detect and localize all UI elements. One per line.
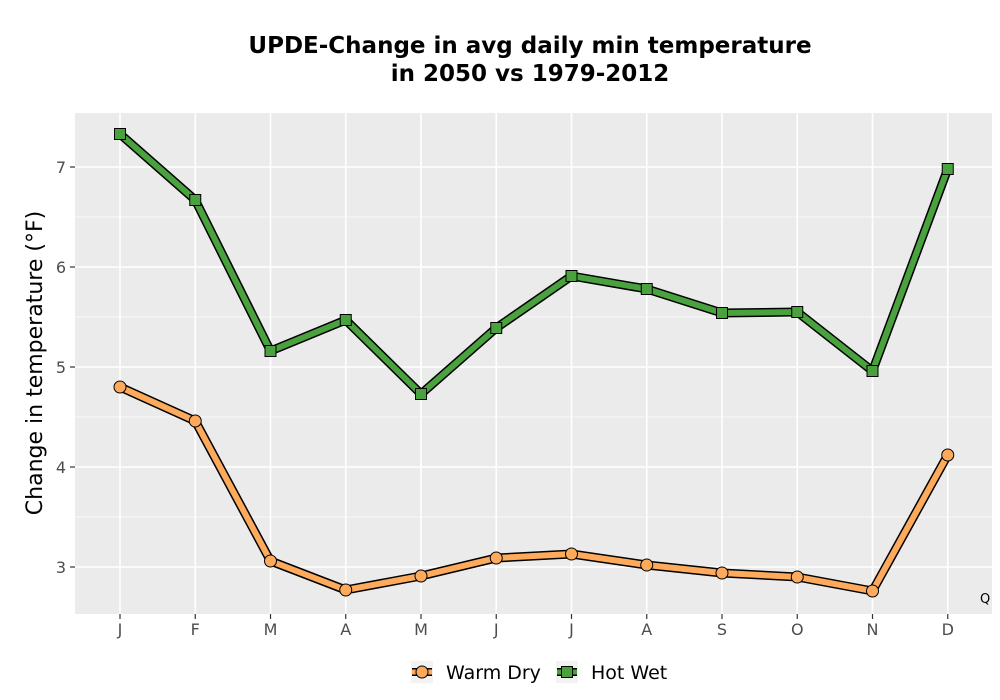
data-point-0 xyxy=(565,547,578,561)
y-axis-title: Change in temperature (°F) xyxy=(23,211,48,515)
series-lines xyxy=(115,129,953,596)
series-line-1 xyxy=(117,131,951,397)
data-point-1 xyxy=(866,365,879,377)
y-axis: 3 4 5 6 7 xyxy=(56,158,75,577)
y-tick-label: 6 xyxy=(56,258,66,277)
legend-marker-circle xyxy=(415,665,429,679)
x-tick-label: M xyxy=(414,620,428,639)
data-point-0 xyxy=(866,584,879,598)
x-tick-label: M xyxy=(264,620,278,639)
y-tick-label: 7 xyxy=(56,158,66,177)
legend: Warm Dry Hot Wet xyxy=(411,661,667,684)
x-tick-label: J xyxy=(117,620,123,639)
data-point-1 xyxy=(264,345,277,357)
legend-marker-square xyxy=(561,666,573,678)
data-point-0 xyxy=(414,569,428,583)
annotation-label: Q xyxy=(980,592,990,607)
plot-panel xyxy=(75,113,992,614)
legend-label: Warm Dry xyxy=(446,662,541,684)
y-tick-label: 4 xyxy=(56,458,66,477)
data-point-0 xyxy=(715,566,729,580)
x-tick-label: O xyxy=(791,620,804,639)
series-points xyxy=(113,128,955,598)
x-tick-label: A xyxy=(340,620,351,639)
data-point-1 xyxy=(791,306,804,318)
data-point-1 xyxy=(490,322,503,334)
x-tick-label: J xyxy=(568,620,574,639)
data-point-0 xyxy=(113,380,127,394)
data-point-0 xyxy=(264,554,277,568)
data-point-1 xyxy=(716,307,728,319)
chart-title-line2: in 2050 vs 1979-2012 xyxy=(391,61,670,87)
y-tick-label: 3 xyxy=(56,558,66,577)
data-point-1 xyxy=(114,128,126,140)
data-point-0 xyxy=(790,570,804,584)
x-tick-label: A xyxy=(641,620,652,639)
x-tick-label: F xyxy=(191,620,200,639)
data-point-1 xyxy=(189,194,202,206)
chart-title-line1: UPDE-Change in avg daily min temperature xyxy=(248,33,811,59)
x-tick-label: S xyxy=(717,620,727,639)
data-point-0 xyxy=(339,583,353,597)
data-point-1 xyxy=(941,163,954,175)
data-point-0 xyxy=(489,551,503,565)
data-point-0 xyxy=(941,448,955,462)
data-point-0 xyxy=(640,558,654,572)
x-tick-label: D xyxy=(942,620,954,639)
y-tick-label: 5 xyxy=(56,358,66,377)
data-point-0 xyxy=(188,414,202,428)
x-tick-label: J xyxy=(493,620,499,639)
series-line-0 xyxy=(117,384,951,594)
legend-label: Hot Wet xyxy=(591,662,667,684)
x-tick-label: N xyxy=(867,620,879,639)
data-point-1 xyxy=(339,314,352,326)
data-point-1 xyxy=(640,283,653,295)
data-point-1 xyxy=(565,270,578,282)
data-point-1 xyxy=(415,388,427,400)
